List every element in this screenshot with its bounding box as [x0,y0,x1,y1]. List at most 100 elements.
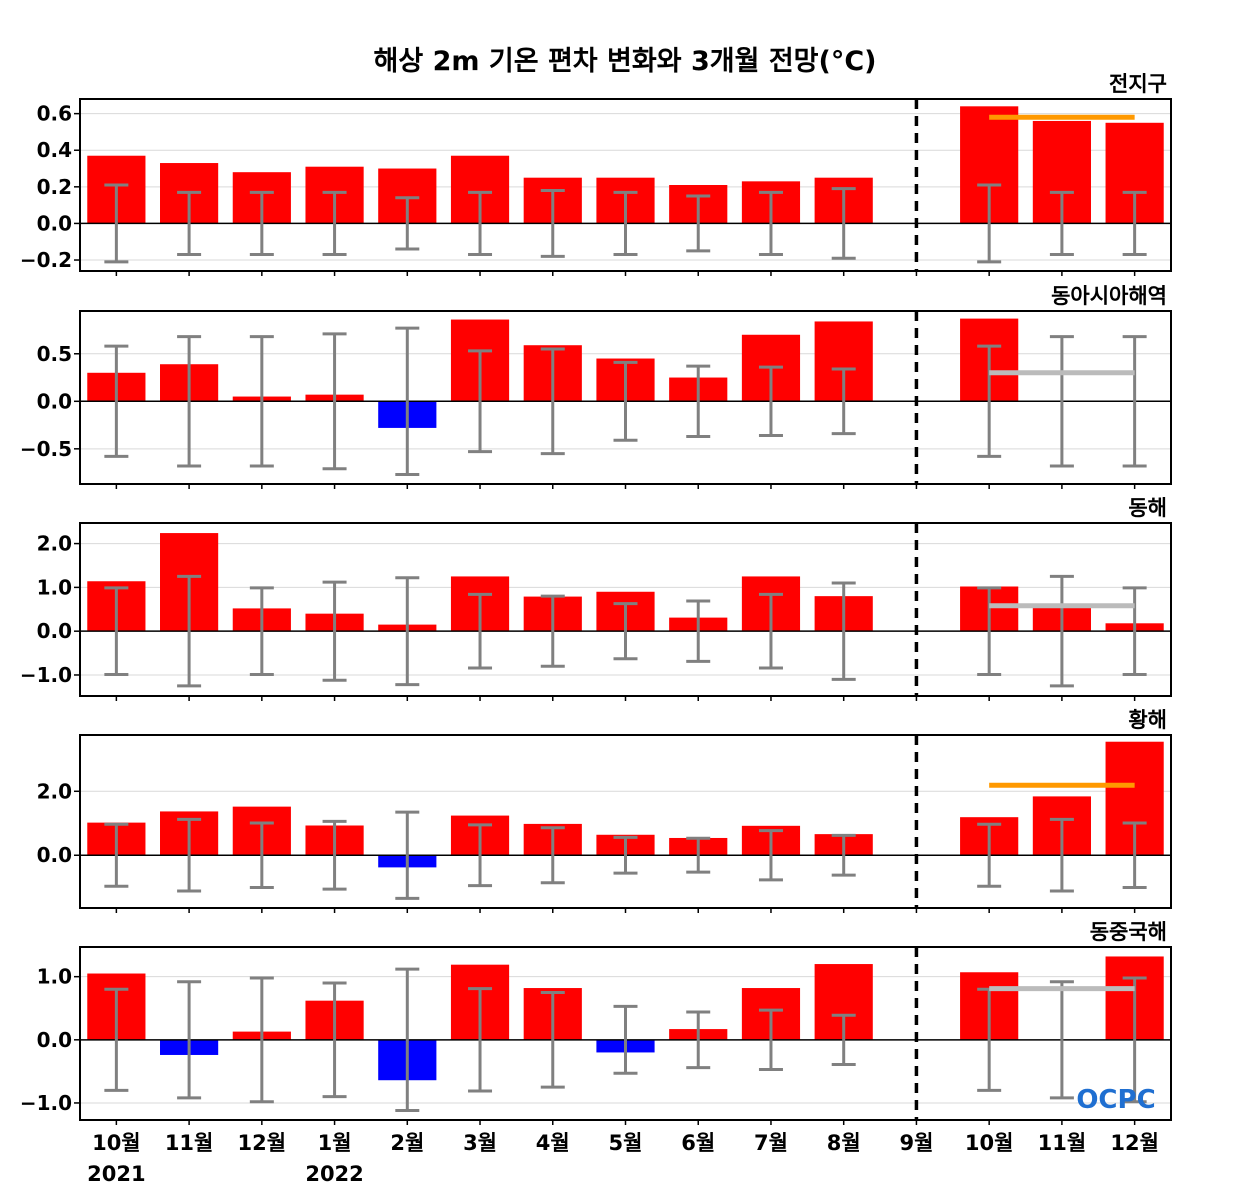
error-bar [322,332,347,471]
error-bar [468,190,493,257]
region-label: 동해 [1128,496,1167,520]
error-bar [322,190,347,257]
error-bar [395,810,420,900]
y-tick-label: −0.2 [20,248,72,272]
error-bar [322,580,347,682]
error-bar [249,976,274,1104]
error-bar [540,990,565,1089]
y-tick-label: 0.0 [37,619,72,643]
error-bar [249,335,274,468]
error-bar [468,823,493,888]
x-tick-label: 11월 [1038,1131,1087,1155]
error-bar [1049,817,1074,893]
error-bar [1122,821,1147,890]
error-bar [686,599,711,663]
error-bar [1122,335,1147,468]
error-bar [249,190,274,257]
panel-frame [79,946,1172,1121]
panel-3: −1.0 0.0 1.0 2.0 동해 [20,496,1172,701]
error-bar [1122,586,1147,677]
x-tick-label: 2월 [390,1131,424,1155]
error-bar [177,190,202,257]
error-bar [686,836,711,874]
error-bar [977,586,1002,677]
error-bar [1049,190,1074,257]
panel-5: −1.0 0.0 1.0 동중국해 [20,920,1172,1125]
error-bar [686,364,711,438]
region-label: 황해 [1128,708,1167,732]
error-bar [831,581,856,681]
error-bar [613,602,638,661]
error-bar [249,821,274,890]
year-label: 2021 [87,1162,145,1186]
y-tick-label: 0.0 [37,389,72,413]
y-tick-label: 2.0 [37,532,72,556]
error-bar [322,981,347,1099]
error-bar [1049,574,1074,688]
x-tick-label: 10월 [965,1131,1014,1155]
error-bar [177,574,202,688]
error-bar [977,183,1002,264]
error-bar [104,822,129,888]
y-tick-label: 0.0 [37,211,72,235]
error-bar [249,586,274,677]
error-bar [322,819,347,891]
panel-frame [79,734,1172,909]
panels-group: −0.2 0.0 0.2 0.4 0.6 전지구 −0.5 0.0 0.5 동아시아해역 −1.0 0… [20,72,1172,1125]
x-tick-label: 8월 [827,1131,861,1155]
y-tick-label: 1.0 [37,575,72,599]
x-axis-labels: 10월 11월 12월 1월 2월 3월 4월 5월 6월 7월 8월 9월 10월 11월 12월 2021… [87,1131,1159,1186]
x-tick-label: 6월 [681,1131,715,1155]
error-bar [977,344,1002,458]
error-bar [1049,335,1074,468]
x-tick-label: 12월 [238,1131,287,1155]
region-label: 전지구 [1109,72,1167,96]
error-bar [104,344,129,458]
region-label: 동중국해 [1090,920,1167,944]
error-bar [104,586,129,677]
error-bar [104,987,129,1092]
error-bar [831,187,856,260]
error-bar [613,190,638,257]
error-bar [468,592,493,670]
panel-frame [79,310,1172,485]
error-bar [395,576,420,687]
error-bar [831,1013,856,1066]
x-tick-label: 7월 [754,1131,788,1155]
panel-frame [79,522,1172,697]
x-tick-label: 4월 [536,1131,570,1155]
error-bar [540,594,565,668]
error-bar [395,967,420,1113]
x-tick-label: 11월 [165,1131,214,1155]
error-bar [758,829,783,882]
panel-4: 0.0 2.0 황해 [37,708,1172,913]
error-bar [758,365,783,438]
x-tick-label: 1월 [318,1131,352,1155]
y-tick-label: −1.0 [20,1091,72,1115]
error-bar [758,592,783,670]
error-bar [613,360,638,442]
panel-2: −0.5 0.0 0.5 동아시아해역 [20,284,1172,489]
error-bar [686,194,711,253]
error-bar [1122,190,1147,257]
y-tick-label: 1.0 [37,965,72,989]
year-label: 2022 [305,1162,363,1186]
panel-frame [79,98,1172,272]
x-tick-label: 9월 [899,1131,933,1155]
error-bar [831,833,856,877]
error-bar [758,190,783,257]
error-bar [758,1008,783,1071]
x-tick-label: 12월 [1110,1131,1159,1155]
error-bar [468,349,493,454]
x-tick-label: 5월 [609,1131,643,1155]
panel-1: −0.2 0.0 0.2 0.4 0.6 전지구 [20,72,1172,276]
error-bar [540,347,565,456]
y-tick-label: 0.0 [37,843,72,867]
error-bar [540,188,565,258]
error-bar [613,1004,638,1075]
error-bar [977,822,1002,888]
y-tick-label: 0.6 [37,102,72,126]
y-tick-label: 0.2 [37,175,72,199]
x-tick-label: 10월 [92,1131,141,1155]
